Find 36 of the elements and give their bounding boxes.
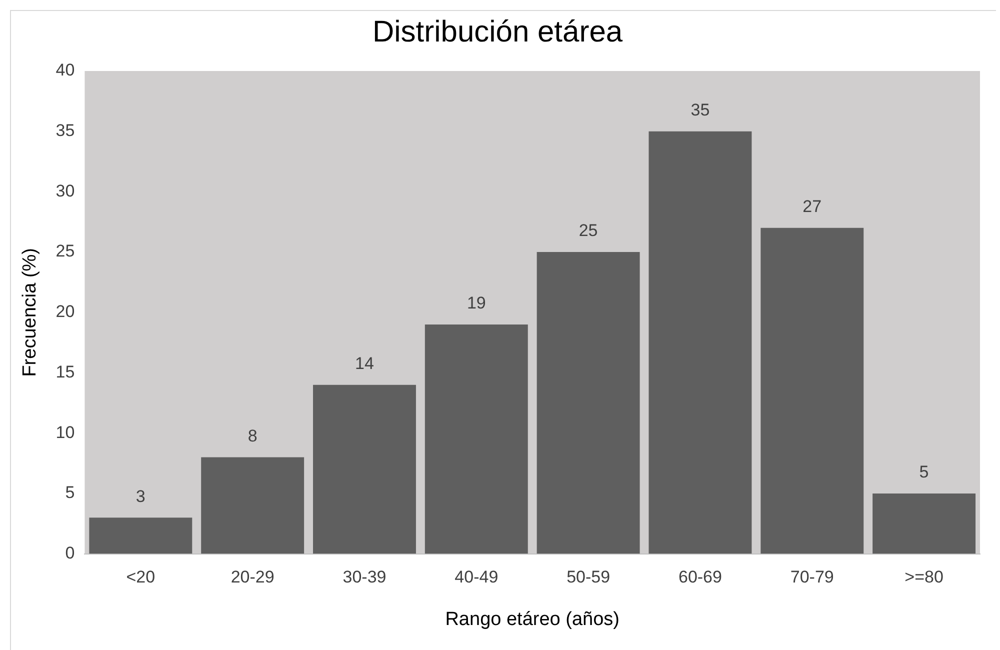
data-label: 5 [919,462,929,482]
y-tick-label: 0 [65,543,75,562]
bar [89,518,192,554]
x-tick-label: 30-39 [342,568,386,587]
data-label: 3 [136,486,146,506]
bar [648,131,752,554]
x-tick-label: 50-59 [566,568,610,587]
chart-title: Distribución etárea [372,15,623,48]
data-label: 8 [248,426,258,446]
bar [201,457,304,554]
bar [536,252,640,554]
y-tick-label: 30 [56,181,75,200]
x-tick-label: <20 [126,568,156,587]
y-tick-label: 35 [56,121,75,140]
x-tick-label: 20-29 [230,568,274,587]
y-axis-title: Frecuencia (%) [20,248,41,377]
x-axis-title: Rango etáreo (años) [445,608,620,630]
x-tick-label: 70-79 [790,568,834,587]
data-label: 19 [466,294,486,313]
y-tick-label: 20 [56,302,75,322]
bar [313,384,416,554]
data-label: 27 [802,197,822,216]
y-tick-label: 5 [65,483,75,502]
y-tick-label: 15 [56,362,75,382]
x-tick-label: 40-49 [454,568,498,587]
data-label: 25 [578,221,598,240]
bar [424,324,528,554]
bar [872,493,976,554]
x-tick-label: >=80 [904,568,944,587]
y-tick-label: 40 [56,60,75,80]
y-tick-label: 10 [56,422,75,442]
y-tick-label: 25 [56,242,75,261]
data-label: 35 [690,100,710,120]
x-tick-label: 60-69 [678,568,722,587]
data-label: 14 [355,354,374,374]
bar [760,228,864,554]
